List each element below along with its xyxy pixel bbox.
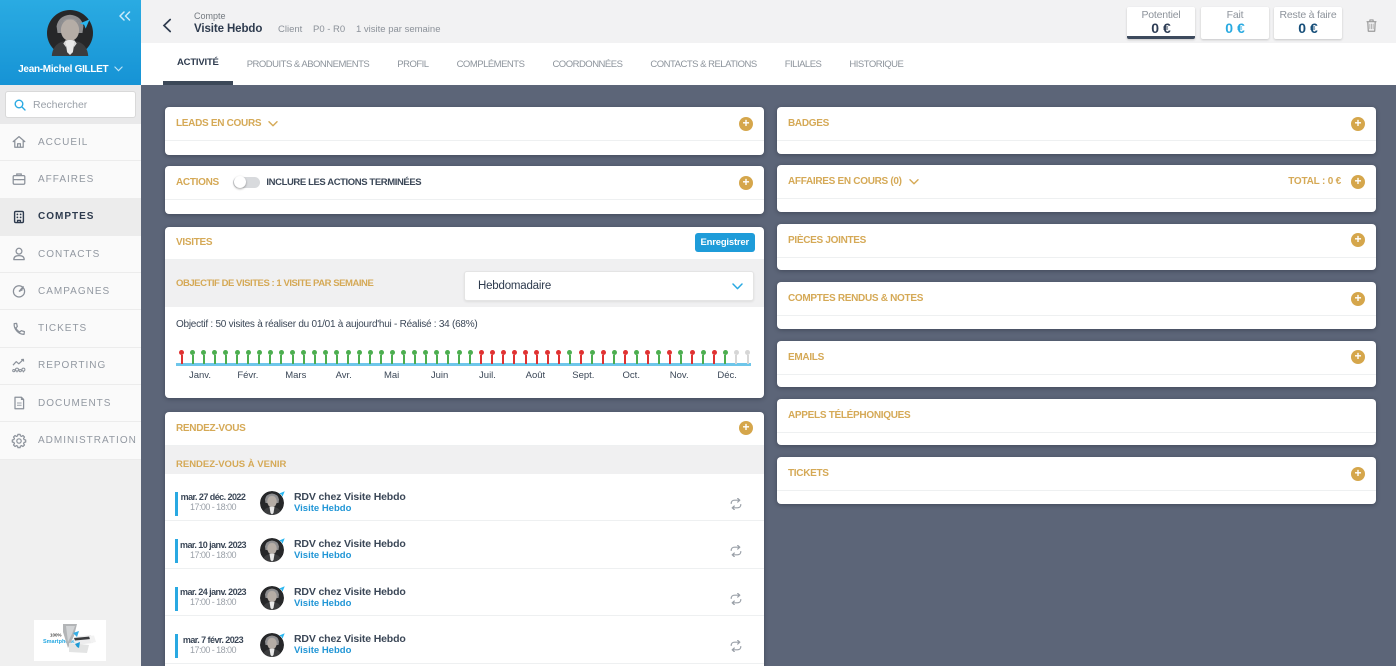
svg-text:Smartphone: Smartphone bbox=[43, 639, 75, 645]
svg-text:100%: 100% bbox=[50, 633, 62, 638]
